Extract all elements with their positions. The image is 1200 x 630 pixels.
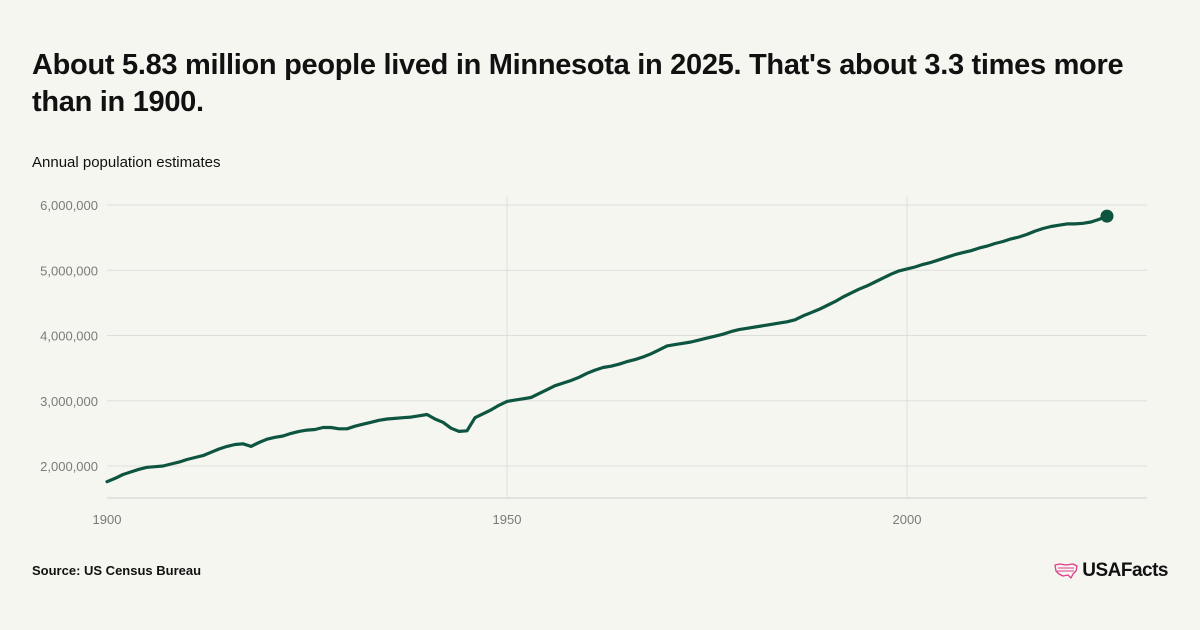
grid-lines bbox=[107, 197, 1147, 499]
us-map-icon bbox=[1054, 563, 1078, 579]
population-series-line bbox=[105, 214, 1109, 484]
y-tick-label: 2,000,000 bbox=[40, 459, 98, 474]
brand-name: USAFacts bbox=[1082, 560, 1168, 581]
y-tick-label: 4,000,000 bbox=[40, 329, 98, 344]
series-layer bbox=[105, 209, 1114, 484]
latest-value-marker bbox=[1100, 209, 1114, 223]
x-tick-label: 2000 bbox=[893, 512, 922, 527]
chart-subtitle: Annual population estimates bbox=[32, 154, 221, 171]
x-tick-label: 1900 bbox=[93, 512, 122, 527]
usafacts-logo[interactable]: USAFacts bbox=[1054, 560, 1168, 582]
chart-title: About 5.83 million people lived in Minne… bbox=[32, 49, 1124, 118]
source-note: Source: US Census Bureau bbox=[32, 563, 202, 578]
axis-ticks: 2,000,000 3,000,000 4,000,000 5,000,000 6,00… bbox=[40, 198, 921, 527]
y-tick-label: 3,000,000 bbox=[40, 394, 98, 409]
y-tick-label: 6,000,000 bbox=[40, 198, 98, 213]
y-tick-label: 5,000,000 bbox=[40, 263, 98, 278]
x-tick-label: 1950 bbox=[493, 512, 522, 527]
